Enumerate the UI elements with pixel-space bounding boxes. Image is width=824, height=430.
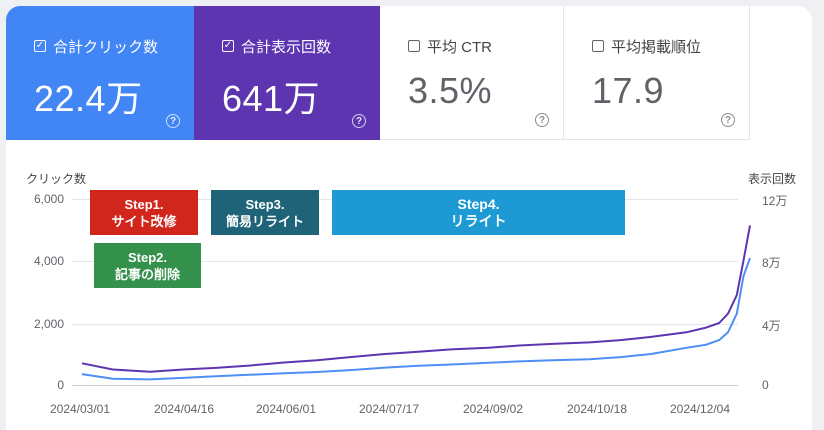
left-axis-tick: 6,000 — [33, 192, 64, 206]
help-icon[interactable]: ? — [721, 113, 735, 127]
annotation-line: サイト改修 — [111, 213, 177, 229]
x-axis-tick: 2024/03/01 — [49, 402, 111, 416]
x-axis-tick: 2024/12/04 — [669, 402, 731, 416]
annotation-line: Step1. — [124, 196, 164, 212]
left-axis-tick: 4,000 — [33, 254, 64, 268]
metric-card-average-position[interactable]: 平均掲載順位 17.9 ? — [564, 6, 750, 140]
metric-card-average-ctr[interactable]: 平均 CTR 3.5% ? — [380, 6, 564, 140]
annotation-line: 簡易リライト — [225, 213, 304, 229]
annotation-step2: Step2. 記事の削除 — [94, 243, 201, 288]
line-chart — [81, 225, 751, 381]
x-axis-tick: 2024/06/01 — [255, 402, 317, 416]
checkbox-unchecked-icon[interactable] — [592, 40, 604, 52]
metric-value: 22.4万 — [34, 78, 143, 119]
left-axis-tick: 0 — [57, 378, 64, 392]
performance-panel: ✓ 合計クリック数 22.4万 ? ✓ 合計表示回数 641万 ? 平均 CTR… — [6, 6, 812, 430]
help-icon[interactable]: ? — [352, 114, 366, 128]
metric-value: 641万 — [222, 78, 321, 119]
annotation-line: Step2. — [127, 249, 167, 265]
checkbox-checked-icon[interactable]: ✓ — [34, 40, 46, 52]
right-axis-tick: 8万 — [762, 256, 781, 270]
series-line-clicks — [81, 257, 751, 381]
help-icon[interactable]: ? — [535, 113, 549, 127]
annotation-line: Step3. — [245, 196, 285, 212]
right-axis-tick: 0 — [762, 378, 769, 392]
annotation-step4: Step4. リライト — [332, 190, 625, 235]
metric-label: 平均 CTR — [427, 38, 492, 56]
gridline — [72, 261, 738, 262]
metric-label: 平均掲載順位 — [611, 38, 702, 56]
metric-card-total-clicks[interactable]: ✓ 合計クリック数 22.4万 ? — [6, 6, 194, 140]
metric-label: 合計クリック数 — [53, 38, 159, 56]
left-axis-title: クリック数 — [26, 172, 87, 186]
metric-value: 3.5% — [408, 70, 493, 111]
annotation-line: 記事の削除 — [114, 266, 180, 282]
annotation-line: Step4. — [457, 195, 500, 212]
checkbox-unchecked-icon[interactable] — [408, 40, 420, 52]
annotation-step1: Step1. サイト改修 — [90, 190, 198, 235]
annotation-step3: Step3. 簡易リライト — [211, 190, 319, 235]
checkbox-checked-icon[interactable]: ✓ — [222, 40, 234, 52]
help-icon[interactable]: ? — [166, 114, 180, 128]
left-axis-tick: 2,000 — [33, 317, 64, 331]
gridline — [72, 385, 738, 386]
x-axis-tick: 2024/10/18 — [566, 402, 628, 416]
right-axis-tick: 4万 — [762, 319, 781, 333]
metric-card-total-impressions[interactable]: ✓ 合計表示回数 641万 ? — [194, 6, 380, 140]
metric-label: 合計表示回数 — [241, 38, 332, 56]
metric-value: 17.9 — [592, 70, 665, 111]
right-axis-title: 表示回数 — [748, 172, 797, 186]
annotation-line: リライト — [450, 212, 507, 229]
right-axis-tick: 12万 — [762, 194, 788, 208]
gridline — [72, 324, 738, 325]
x-axis-tick: 2024/09/02 — [462, 402, 524, 416]
series-line-impressions — [81, 225, 751, 373]
x-axis-tick: 2024/04/16 — [153, 402, 215, 416]
x-axis-tick: 2024/07/17 — [358, 402, 420, 416]
